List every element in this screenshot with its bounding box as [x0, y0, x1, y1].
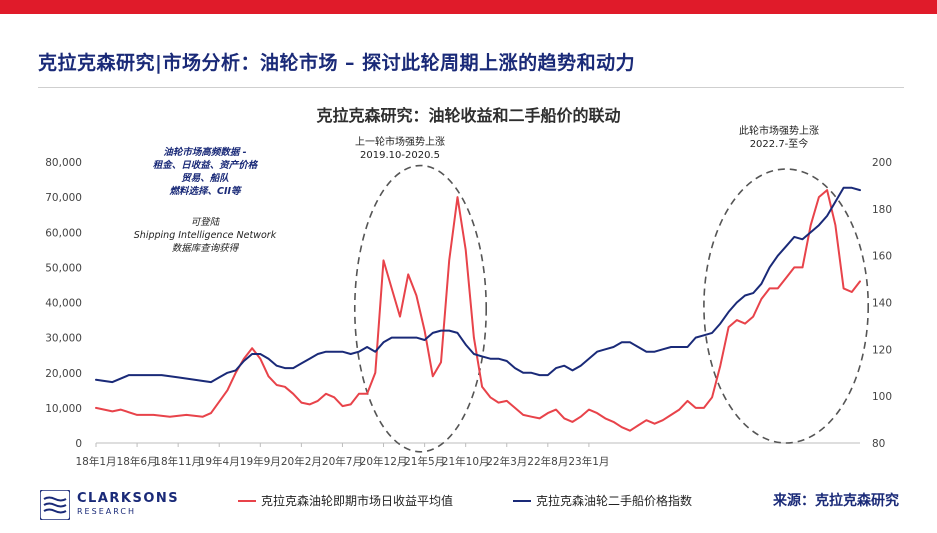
- y-left-tick-label: 0: [75, 438, 82, 450]
- series-line-price-index: [95, 186, 861, 384]
- legend-swatch-red: [238, 499, 256, 502]
- y-left-tick-label: 60,000: [45, 227, 82, 239]
- clarksons-logo: CLARKSONS RESEARCH: [40, 490, 179, 520]
- y-right-tick-label: 100: [872, 391, 892, 403]
- y-right-tick-label: 160: [872, 251, 892, 263]
- x-tick-label: 19年4月: [199, 455, 240, 468]
- data-note: 油轮市场高频数据 - 租金、日收益、资产价格 贸易、船队 燃料选择、CII等: [130, 146, 280, 198]
- x-tick-label: 20年2月: [281, 455, 322, 468]
- legend-swatch-navy: [513, 499, 531, 502]
- curr-cycle-label-line: 2022.7-至今: [749, 139, 809, 150]
- prev-cycle-label-line: 上一轮市场强势上涨: [355, 137, 445, 148]
- title-divider: [38, 87, 904, 88]
- y-left-tick-label: 10,000: [45, 403, 82, 415]
- data-note-line: 租金、日收益、资产价格: [152, 160, 258, 171]
- x-tick-label: 18年11月: [154, 455, 202, 468]
- curr-cycle-ellipse: [703, 168, 870, 444]
- legend-item-earnings: 克拉克森油轮即期市场日收益平均值: [238, 492, 453, 509]
- chart-title: 克拉克森研究：油轮收益和二手船价的联动: [316, 106, 621, 125]
- curr-cycle-label-line: 此轮市场强势上涨: [739, 126, 819, 137]
- y-left-tick-label: 50,000: [45, 262, 82, 274]
- curr-cycle-label: 此轮市场强势上涨 2022.7-至今: [714, 125, 844, 151]
- data-note-line: 油轮市场高频数据 -: [163, 147, 247, 158]
- x-tick-label: 19年9月: [240, 455, 281, 468]
- y-right-tick-label: 80: [872, 438, 885, 450]
- legend-item-price-index: 克拉克森油轮二手船价格指数: [513, 492, 692, 509]
- access-note: 可登陆 Shipping Intelligence Network 数据库查询获…: [112, 216, 298, 255]
- data-note-line: 贸易、船队: [181, 173, 229, 184]
- series-line-earnings: [95, 189, 861, 432]
- x-tick-label: 18年1月: [75, 455, 116, 468]
- page-title: 克拉克森研究|市场分析：油轮市场 – 探讨此轮周期上涨的趋势和动力: [38, 52, 636, 74]
- prev-cycle-ellipse: [353, 164, 488, 453]
- prev-cycle-label: 上一轮市场强势上涨 2019.10-2020.5: [330, 136, 470, 162]
- top-accent-bar: [0, 0, 937, 14]
- logo-subtitle: RESEARCH: [77, 507, 136, 516]
- y-right-tick-label: 180: [872, 204, 892, 216]
- access-note-line: 数据库查询获得: [171, 243, 239, 254]
- y-right-tick-label: 140: [872, 298, 892, 310]
- y-left-tick-label: 70,000: [45, 192, 82, 204]
- data-note-line: 燃料选择、CII等: [169, 186, 241, 197]
- x-tick-label: 18年6月: [117, 455, 158, 468]
- y-left-tick-label: 40,000: [45, 298, 82, 310]
- logo-name: CLARKSONS: [77, 491, 180, 506]
- access-note-line: 可登陆: [190, 217, 220, 228]
- x-tick-label: 23年1月: [568, 455, 609, 468]
- x-tick-label: 22年3月: [486, 455, 527, 468]
- clarksons-logo-icon: [40, 490, 70, 520]
- source-label: 来源：克拉克森研究: [773, 493, 899, 509]
- x-tick-label: 20年12月: [360, 455, 408, 468]
- y-left-tick-label: 20,000: [45, 368, 82, 380]
- y-left-tick-label: 30,000: [45, 333, 82, 345]
- x-tick-label: 21年10月: [442, 455, 490, 468]
- x-tick-label: 20年7月: [322, 455, 363, 468]
- y-right-tick-label: 200: [872, 157, 892, 169]
- prev-cycle-label-line: 2019.10-2020.5: [360, 150, 440, 161]
- legend-label: 克拉克森油轮二手船价格指数: [536, 494, 693, 508]
- legend-label: 克拉克森油轮即期市场日收益平均值: [261, 494, 454, 508]
- y-left-tick-label: 80,000: [45, 157, 82, 169]
- access-note-line: Shipping Intelligence Network: [133, 230, 277, 241]
- x-tick-label: 22年8月: [527, 455, 568, 468]
- x-tick-label: 21年5月: [404, 455, 445, 468]
- y-right-tick-label: 120: [872, 344, 892, 356]
